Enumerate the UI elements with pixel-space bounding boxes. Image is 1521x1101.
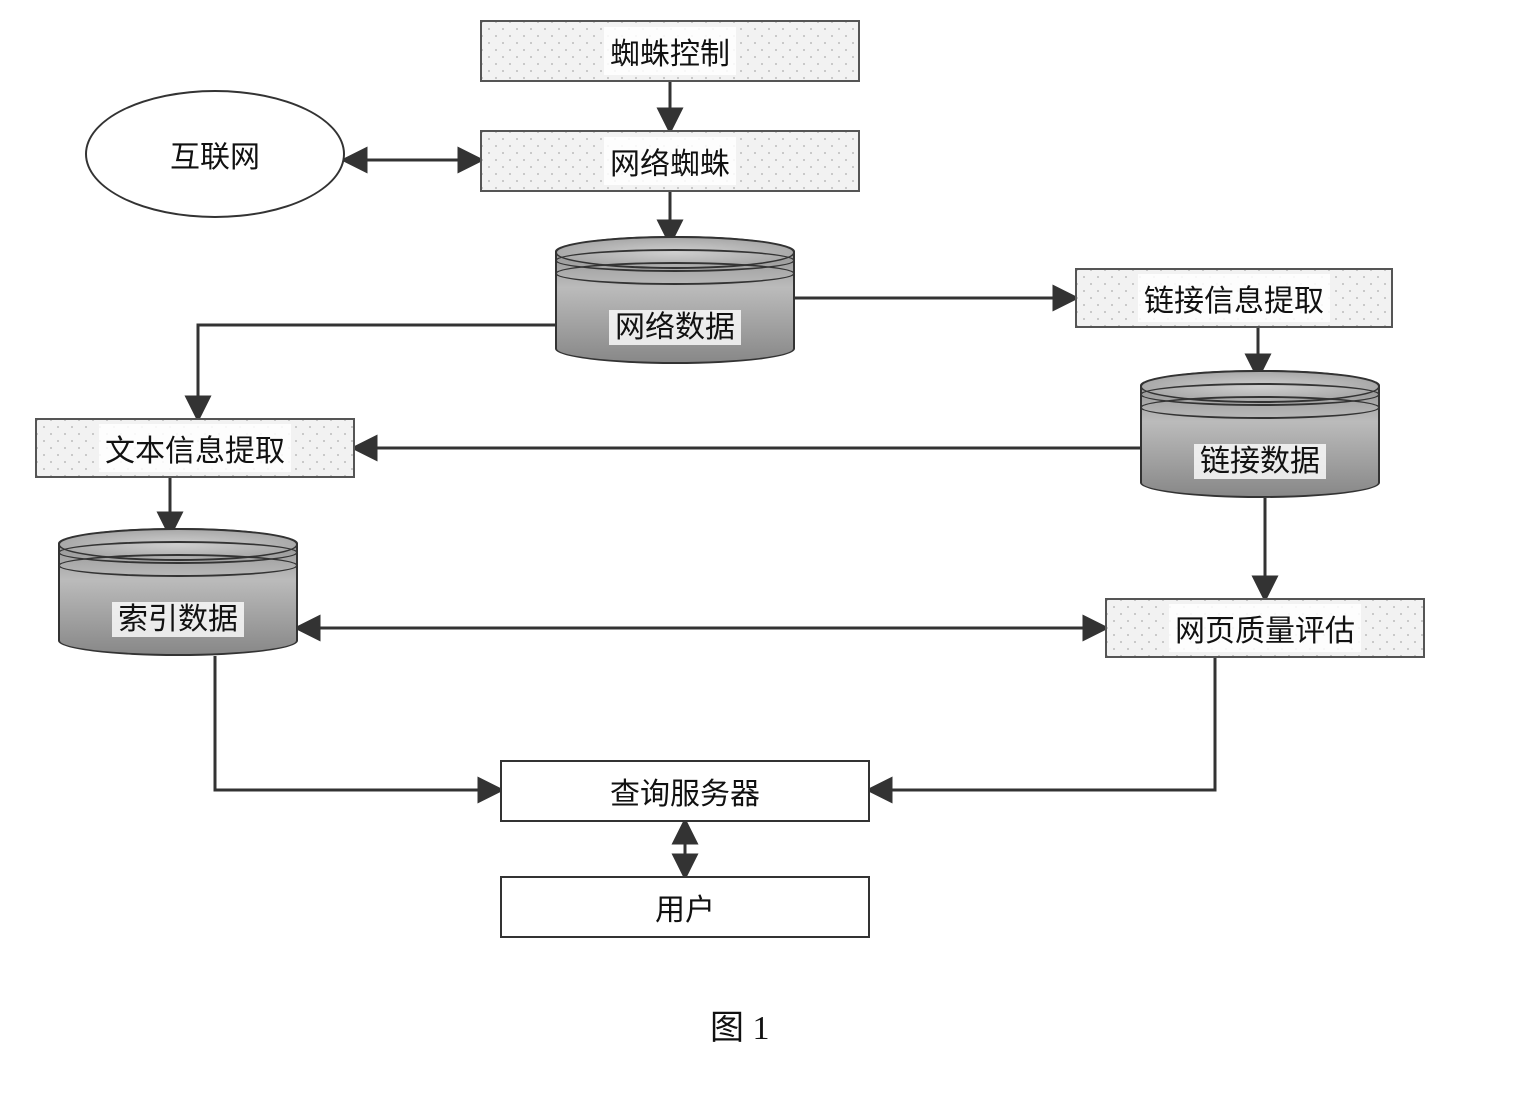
node-label-link_extract: 链接信息提取 — [1138, 274, 1330, 322]
db-label-net_data: 网络数据 — [609, 310, 741, 345]
node-link_extract: 链接信息提取 — [1075, 268, 1393, 328]
node-quality_eval: 网页质量评估 — [1105, 598, 1425, 658]
figure-caption: 图 1 — [710, 1000, 770, 1049]
node-label-user: 用户 — [649, 883, 721, 931]
node-label-quality_eval: 网页质量评估 — [1169, 604, 1361, 652]
node-internet: 互联网 — [85, 90, 345, 218]
node-label-query_server: 查询服务器 — [604, 767, 766, 815]
node-text_extract: 文本信息提取 — [35, 418, 355, 478]
diagram-canvas: 图 1 蜘蛛控制网络蜘蛛链接信息提取文本信息提取网页质量评估查询服务器用户 互联网… — [0, 0, 1521, 1101]
db-label-link_data: 链接数据 — [1194, 444, 1326, 479]
figure-caption-text: 图 1 — [710, 1010, 770, 1047]
db-label-index_data: 索引数据 — [112, 602, 244, 637]
edge-net_data-to-text_extract — [198, 325, 555, 418]
db-link_data: 链接数据 — [1140, 370, 1380, 498]
edge-quality_eval-to-query_server — [870, 658, 1215, 790]
node-query_server: 查询服务器 — [500, 760, 870, 822]
edge-index_data-to-query_server — [215, 656, 500, 790]
db-index_data: 索引数据 — [58, 528, 298, 656]
node-label-web_spider: 网络蜘蛛 — [604, 137, 736, 185]
node-label-internet: 互联网 — [164, 130, 266, 178]
node-user: 用户 — [500, 876, 870, 938]
node-label-spider_control: 蜘蛛控制 — [604, 27, 736, 75]
node-spider_control: 蜘蛛控制 — [480, 20, 860, 82]
node-web_spider: 网络蜘蛛 — [480, 130, 860, 192]
node-label-text_extract: 文本信息提取 — [99, 424, 291, 472]
db-net_data: 网络数据 — [555, 236, 795, 364]
